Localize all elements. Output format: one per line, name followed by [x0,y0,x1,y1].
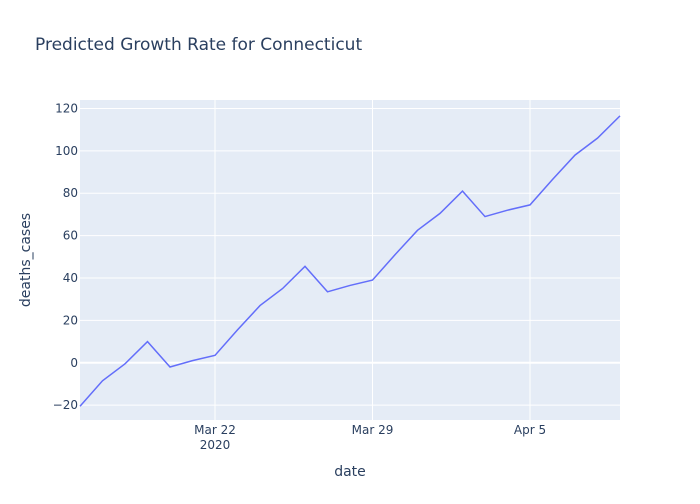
x-tick-label: Mar 22 [194,423,236,437]
y-tick-label: 40 [63,271,78,285]
x-tick-label: Mar 29 [352,423,394,437]
y-tick-label: 60 [63,229,78,243]
y-axis-ticks: −20 0 20 40 60 80 100 120 [53,101,78,412]
y-tick-label: 100 [55,144,78,158]
y-tick-label: 20 [63,313,78,327]
x-tick-label: Apr 5 [514,423,546,437]
y-tick-label: 80 [63,186,78,200]
x-tick-sublabel: 2020 [200,438,231,452]
x-axis-title: date [334,464,366,480]
chart-title: Predicted Growth Rate for Connecticut [35,35,362,55]
y-tick-label: −20 [53,398,78,412]
y-tick-label: 0 [70,356,78,370]
y-tick-label: 120 [55,101,78,115]
y-axis-title: deaths_cases [18,213,34,307]
plot-area [80,100,620,420]
